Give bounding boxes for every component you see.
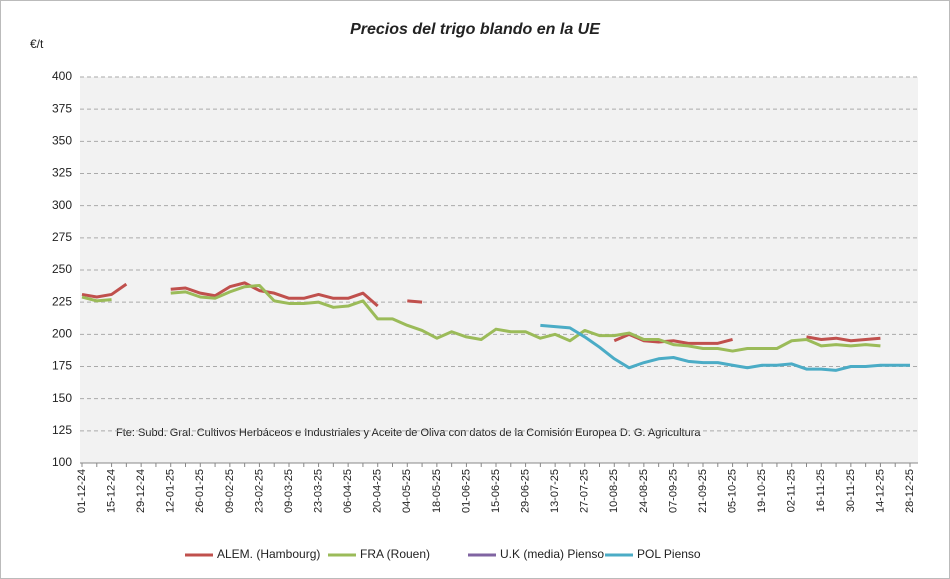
x-tick-label: 23-02-25 (253, 469, 265, 513)
chart-title: Precios del trigo blando en la UE (350, 21, 601, 38)
x-tick-label: 24-08-25 (638, 469, 650, 513)
x-tick-label: 15-12-24 (105, 469, 117, 513)
x-tick-label: 07-09-25 (667, 469, 679, 513)
x-tick-label: 19-10-25 (756, 469, 768, 513)
y-tick-label: 175 (52, 359, 72, 373)
series-line (407, 299, 423, 304)
x-tick-label: 10-08-25 (608, 469, 620, 513)
y-tick-label: 350 (52, 134, 72, 148)
plot-area (80, 77, 918, 463)
series-line (806, 335, 881, 343)
series-line (81, 295, 112, 303)
legend-label: FRA (Rouen) (360, 547, 430, 561)
x-tick-label: 09-02-25 (224, 469, 236, 513)
x-tick-label: 14-12-25 (874, 469, 886, 513)
x-tick-label: 04-05-25 (401, 469, 413, 513)
series-line (170, 283, 881, 353)
x-tick-label: 30-11-25 (845, 469, 857, 512)
y-tick-label: 275 (52, 230, 72, 244)
x-tick-label: 23-03-25 (312, 469, 324, 513)
y-tick-label: 375 (52, 101, 72, 115)
x-tick-label: 15-06-25 (490, 469, 502, 513)
y-tick-label: 100 (52, 455, 72, 469)
x-tick-label: 02-11-25 (786, 469, 798, 512)
x-tick-label: 20-04-25 (372, 469, 384, 513)
annotation: Fte: Subd. Gral. Cultivos Herbáceos e In… (116, 427, 701, 439)
x-tick-label: 09-03-25 (283, 469, 295, 513)
series-line (81, 282, 128, 299)
x-tick-label: 12-01-25 (165, 469, 177, 513)
series-line (170, 281, 379, 308)
legend-label: U.K (media) Pienso (500, 547, 604, 561)
y-tick-label: 225 (52, 294, 72, 308)
y-tick-label: 150 (52, 391, 72, 405)
x-tick-label: 29-12-24 (135, 469, 147, 513)
x-tick-label: 13-07-25 (549, 469, 561, 513)
y-tick-label: 125 (52, 423, 72, 437)
x-tick-label: 29-06-25 (519, 469, 531, 513)
x-tick-label: 01-12-24 (76, 469, 88, 513)
y-tick-label: 200 (52, 327, 72, 341)
y-axis-label: €/t (30, 37, 44, 51)
x-tick-label: 21-09-25 (697, 469, 709, 513)
y-tick-label: 250 (52, 262, 72, 276)
x-tick-label: 18-05-25 (431, 469, 443, 513)
x-tick-label: 05-10-25 (726, 469, 738, 513)
y-tick-label: 325 (52, 166, 72, 180)
x-tick-label: 01-06-25 (460, 469, 472, 513)
y-tick-label: 400 (52, 69, 72, 83)
legend-label: POL Pienso (637, 547, 701, 561)
x-tick-label: 28-12-25 (904, 469, 916, 513)
x-tick-label: 27-07-25 (579, 469, 591, 513)
y-tick-label: 300 (52, 198, 72, 212)
legend-label: ALEM. (Hambourg) (217, 547, 320, 561)
x-tick-label: 06-04-25 (342, 469, 354, 513)
series-line (540, 323, 910, 372)
x-tick-label: 16-11-25 (815, 469, 827, 512)
x-tick-label: 26-01-25 (194, 469, 206, 513)
